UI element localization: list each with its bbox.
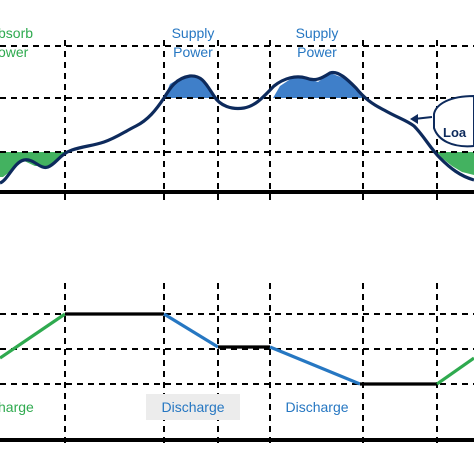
absorb-fill-right xyxy=(437,152,474,175)
soc-charge-right xyxy=(436,356,474,386)
soc-discharge-1 xyxy=(163,312,219,349)
discharge-label-1: Discharge xyxy=(161,399,224,415)
soc-discharge-2 xyxy=(269,345,361,386)
load-label: Loa xyxy=(443,125,467,140)
supply-fill-right xyxy=(273,73,363,98)
load-curve xyxy=(0,70,474,185)
charge-label-left: harge xyxy=(0,399,34,415)
discharge-label-box xyxy=(146,394,240,420)
load-callout-bubble xyxy=(433,94,474,148)
supply-label-1-line2: Power xyxy=(173,44,213,60)
absorb-label: bsorb xyxy=(0,25,33,41)
supply-label-1: Supply xyxy=(172,25,215,41)
top-panel: bsorb ower Supply Power Supply Power Loa xyxy=(0,25,474,205)
discharge-label-2: Discharge xyxy=(285,399,348,415)
bottom-panel: harge Discharge Discharge xyxy=(0,283,474,448)
absorb-fill-left xyxy=(0,152,65,177)
supply-label-2-line2: Power xyxy=(297,44,337,60)
supply-label-2: Supply xyxy=(296,25,339,41)
absorb-label-line2: ower xyxy=(0,44,29,60)
soc-charge-left xyxy=(0,312,66,360)
load-callout-arrowhead xyxy=(410,114,418,124)
